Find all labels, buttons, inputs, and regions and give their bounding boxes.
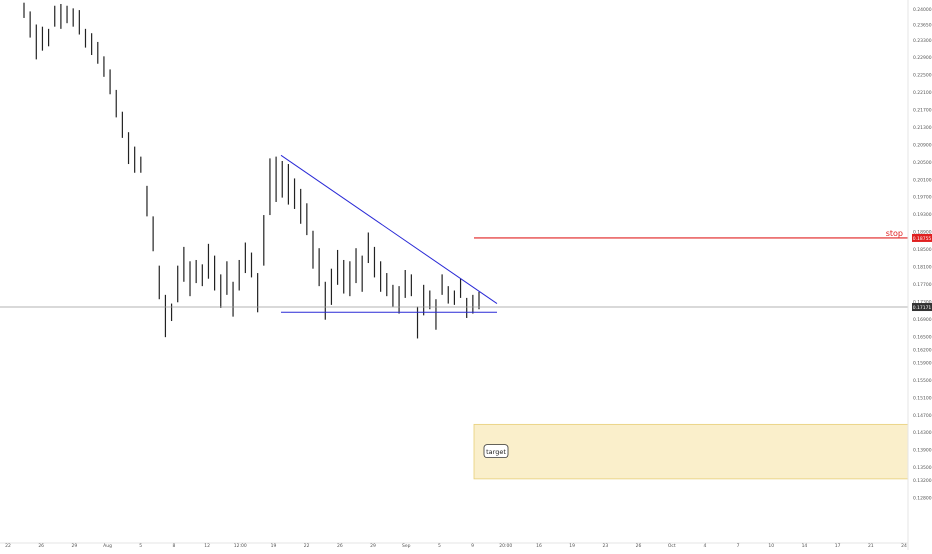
x-tick-label: 21 <box>868 543 874 549</box>
y-tick-label: 0.24000 <box>913 7 932 13</box>
target-label: target <box>486 448 506 456</box>
y-tick-label: 0.13200 <box>913 478 932 484</box>
y-tick-label: 0.21300 <box>913 125 932 131</box>
x-tick-label: 22 <box>304 543 310 549</box>
x-tick-label: 22 <box>5 543 11 549</box>
y-tick-label: 0.15500 <box>913 378 932 384</box>
y-tick-label: 0.15100 <box>913 395 932 401</box>
x-tick-label: Aug <box>103 543 112 549</box>
x-tick-label: 24 <box>901 543 907 549</box>
y-tick-label: 0.13500 <box>913 465 932 471</box>
target-label-box <box>483 444 509 459</box>
target-zone[interactable]: target <box>473 423 909 480</box>
y-tick-label: 0.14300 <box>913 430 932 436</box>
x-tick-label: 14 <box>802 543 808 549</box>
y-tick-label: 0.17300 <box>913 299 932 305</box>
x-tick-label: 19 <box>569 543 575 549</box>
y-tick-label: 0.22900 <box>913 55 932 61</box>
price-levels: stop <box>0 229 908 308</box>
stop-label: stop <box>886 229 903 238</box>
descending-resistance-line[interactable] <box>280 154 498 304</box>
x-tick-label: 19 <box>271 543 277 549</box>
y-tick-label: 0.22100 <box>913 90 932 96</box>
y-tick-label: 0.14700 <box>913 413 932 419</box>
x-tick-label: 20:00 <box>499 543 512 549</box>
x-tick-label: 23 <box>602 543 608 549</box>
trendlines[interactable] <box>280 154 498 313</box>
x-tick-label: 5 <box>438 543 441 549</box>
x-tick-label: 17 <box>835 543 841 549</box>
x-tick-label: 9 <box>471 543 474 549</box>
y-axis[interactable]: 0.24000 0.23650 0.23300 0.22900 0.22500 0.221… <box>913 7 932 501</box>
price-bars <box>23 2 480 339</box>
x-tick-label: 10 <box>768 543 774 549</box>
y-tick-label: 0.13900 <box>913 448 932 454</box>
x-tick-label: 12:00 <box>234 543 247 549</box>
x-tick-label: 16 <box>536 543 542 549</box>
x-tick-label: 26 <box>337 543 343 549</box>
x-tick-label: 12 <box>204 543 210 549</box>
x-tick-label: Sep <box>402 543 411 549</box>
y-tick-label: 0.21700 <box>913 108 932 114</box>
price-badges: 0.18755 0.17171 <box>912 233 932 312</box>
y-tick-label: 0.19300 <box>913 212 932 218</box>
stop-price-badge <box>912 233 932 242</box>
x-axis[interactable]: 22 26 29 Aug 5 8 12 12:00 19 22 26 29 Sep 5 9 20:00 16 19… <box>5 543 907 549</box>
y-tick-label: 0.20900 <box>913 142 932 148</box>
y-tick-label: 0.23650 <box>913 22 932 28</box>
x-tick-label: 29 <box>370 543 376 549</box>
y-tick-label: 0.12800 <box>913 496 932 502</box>
x-tick-label: 26 <box>636 543 642 549</box>
y-tick-label: 0.18100 <box>913 265 932 271</box>
y-tick-label: 0.17700 <box>913 282 932 288</box>
y-tick-label: 0.16200 <box>913 347 932 353</box>
y-tick-label: 0.19700 <box>913 195 932 201</box>
x-tick-label: 5 <box>139 543 142 549</box>
x-tick-label: Oct <box>668 543 676 549</box>
x-tick-label: 29 <box>72 543 78 549</box>
x-tick-label: 8 <box>172 543 175 549</box>
stop-price-badge-label: 0.18755 <box>913 236 932 242</box>
x-tick-label: 26 <box>38 543 44 549</box>
y-tick-label: 0.23300 <box>913 38 932 44</box>
y-tick-label: 0.18500 <box>913 247 932 253</box>
y-tick-label: 0.16500 <box>913 334 932 340</box>
y-tick-label: 0.18900 <box>913 230 932 236</box>
target-zone-rect[interactable] <box>473 423 909 480</box>
x-tick-label: 7 <box>737 543 740 549</box>
y-tick-label: 0.22500 <box>913 73 932 79</box>
current-price-badge-label: 0.17171 <box>913 305 932 311</box>
current-price-badge <box>912 303 932 312</box>
y-tick-label: 0.20500 <box>913 160 932 166</box>
y-tick-label: 0.20100 <box>913 177 932 183</box>
y-tick-label: 0.16900 <box>913 317 932 323</box>
y-tick-label: 0.15900 <box>913 360 932 366</box>
x-tick-label: 4 <box>703 543 706 549</box>
